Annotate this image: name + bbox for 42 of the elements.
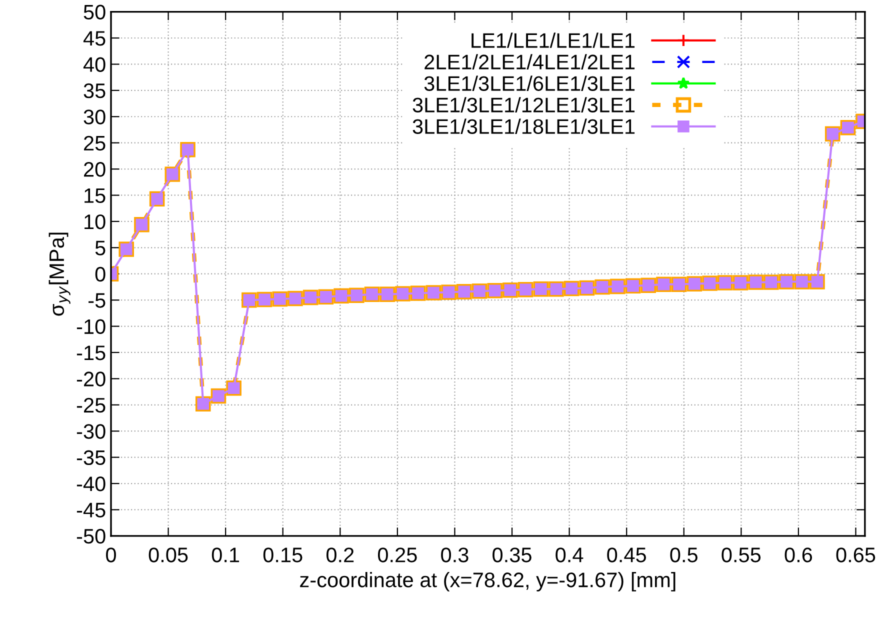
x-tick-label: 0.05 xyxy=(148,548,188,562)
y-tick-label: -25 xyxy=(76,398,106,413)
x-tick-label: 0.2 xyxy=(326,548,354,562)
x-tick-label: 0.35 xyxy=(492,548,532,562)
x-tick-label: 0.65 xyxy=(836,548,876,562)
y-tick-label: -15 xyxy=(76,346,106,360)
y-tick-label: 35 xyxy=(84,83,106,98)
x-tick-label: 0.4 xyxy=(556,548,584,562)
y-tick-label: -10 xyxy=(76,319,106,334)
x-tick-label: 0.55 xyxy=(722,548,761,562)
y-tick-label: 45 xyxy=(83,31,106,46)
x-tick-label: 0.3 xyxy=(441,548,468,562)
legend-label: 2LE1/2LE1/4LE1/2LE1 xyxy=(424,54,635,70)
y-tick-label: 0 xyxy=(95,266,106,282)
x-tick-label: 0.6 xyxy=(784,548,812,562)
legend-label: LE1/LE1/LE1/LE1 xyxy=(472,32,635,48)
y-tick-label: -50 xyxy=(76,528,106,544)
y-tick-label: 30 xyxy=(84,110,106,124)
x-axis-title: z-coordinate at (x=78.62, y=-91.67) [mm] xyxy=(300,572,676,592)
legend-label: 3LE1/3LE1/12LE1/3LE1 xyxy=(412,97,635,112)
y-tick-label: -5 xyxy=(88,293,106,308)
y-tick-label: 15 xyxy=(84,188,106,203)
y-tick-label: -40 xyxy=(76,476,106,492)
x-tick-label: 0.15 xyxy=(263,548,302,562)
y-tick-label: 50 xyxy=(84,4,106,20)
y-tick-label: 40 xyxy=(83,57,106,72)
y-tick-label: 25 xyxy=(84,136,106,151)
y-tick-label: -20 xyxy=(76,372,106,386)
legend-label: 3LE1/3LE1/18LE1/3LE1 xyxy=(412,118,635,134)
legend-label: 3LE1/3LE1/6LE1/3LE1 xyxy=(424,76,635,91)
x-tick-label: 0 xyxy=(106,548,116,562)
y-tick-label: -45 xyxy=(76,502,106,518)
y-axis-title: σ$_{yy}$[MPa] xyxy=(48,232,70,316)
y-tick-label: -35 xyxy=(76,450,106,466)
y-tick-label: 10 xyxy=(84,214,106,230)
y-tick-label: 20 xyxy=(84,162,106,177)
x-tick-label: 0.45 xyxy=(607,548,646,562)
x-tick-label: 0.25 xyxy=(378,548,417,562)
x-tick-label: 0.1 xyxy=(212,548,240,562)
y-tick-label: 5 xyxy=(95,240,106,256)
y-tick-label: -30 xyxy=(76,424,106,439)
x-tick-label: 0.5 xyxy=(670,548,698,562)
